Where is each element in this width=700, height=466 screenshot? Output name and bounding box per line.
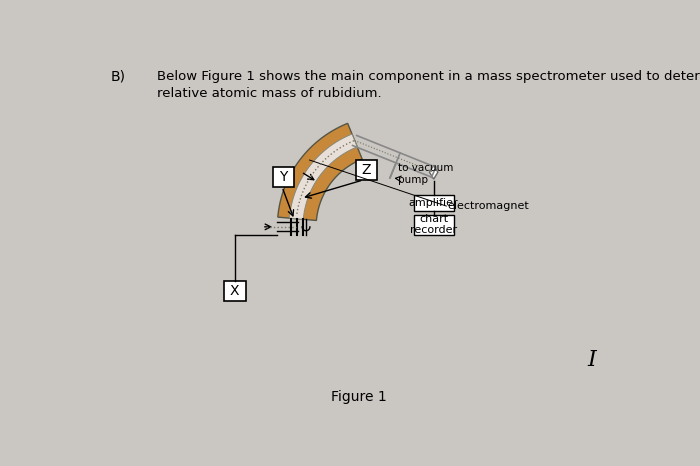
Text: X: X <box>230 284 239 298</box>
FancyBboxPatch shape <box>356 160 377 180</box>
Text: electromagnet: electromagnet <box>448 201 530 211</box>
Text: Below Figure 1 shows the main component in a mass spectrometer used to determine: Below Figure 1 shows the main component … <box>158 70 700 83</box>
Text: I: I <box>587 349 596 371</box>
Polygon shape <box>289 134 357 219</box>
Text: relative atomic mass of rubidium.: relative atomic mass of rubidium. <box>158 87 382 100</box>
Polygon shape <box>430 165 438 179</box>
Text: B): B) <box>111 70 126 84</box>
Text: amplifier: amplifier <box>409 198 458 208</box>
FancyBboxPatch shape <box>273 167 295 187</box>
Text: chart
recorder: chart recorder <box>410 214 457 235</box>
FancyBboxPatch shape <box>224 281 246 301</box>
Polygon shape <box>278 123 362 220</box>
Text: Z: Z <box>362 163 371 177</box>
FancyBboxPatch shape <box>414 195 454 211</box>
Text: to vacuum
pump: to vacuum pump <box>398 163 453 185</box>
FancyBboxPatch shape <box>414 214 454 234</box>
Text: Y: Y <box>279 170 288 184</box>
Text: Figure 1: Figure 1 <box>331 390 386 404</box>
